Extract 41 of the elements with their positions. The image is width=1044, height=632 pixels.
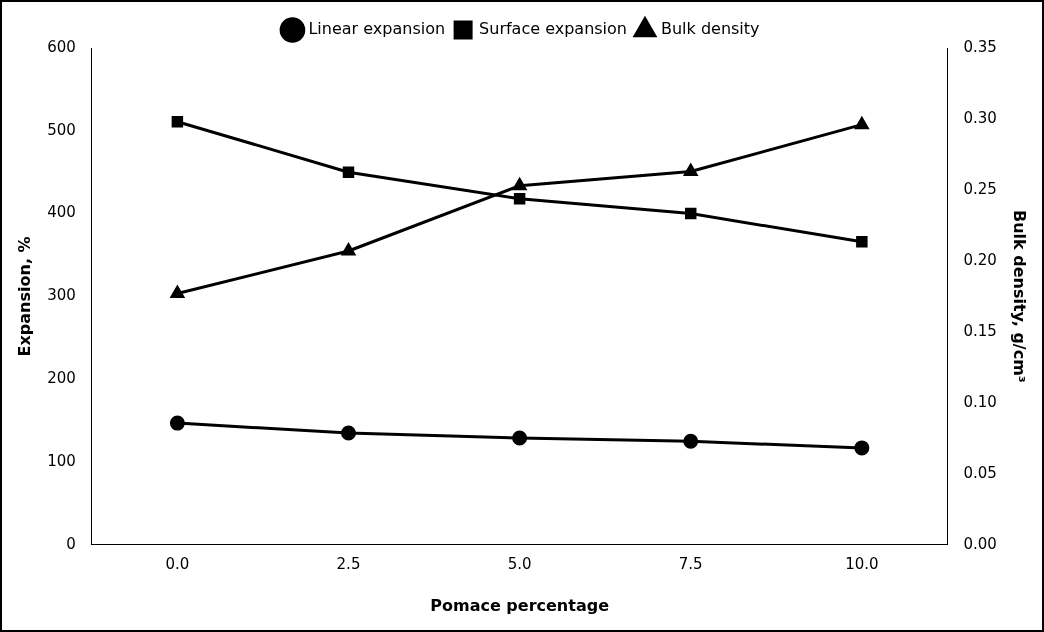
legend-label: Surface expansion: [479, 19, 627, 39]
point: [341, 243, 356, 256]
y2-tick-label: 0.30: [963, 108, 997, 127]
point: [854, 440, 870, 456]
y-tick-label: 600: [47, 37, 76, 56]
y-axis-title: Expansion, %: [14, 236, 34, 357]
y2-tick-label: 0.10: [963, 392, 997, 411]
y-tick-label: 400: [47, 203, 76, 222]
y-tick-label: 0: [66, 534, 76, 553]
y2-tick-label: 0.20: [963, 250, 997, 269]
point: [342, 166, 355, 178]
y-tick-label: 100: [47, 451, 76, 470]
legend-label: Linear expansion: [308, 19, 446, 39]
point: [683, 433, 699, 449]
y2-tick-label: 0.35: [963, 37, 997, 56]
point: [169, 415, 185, 431]
y-tick-label: 300: [47, 286, 76, 305]
y2-tick-label: 0.25: [963, 179, 997, 198]
point: [684, 207, 697, 220]
x-tick-label: 10.0: [845, 554, 879, 573]
point: [856, 236, 868, 248]
x-tick-label: 2.5: [336, 554, 361, 573]
point: [684, 163, 698, 176]
x-tick-label: 5.0: [507, 554, 532, 573]
point: [855, 117, 869, 130]
x-tick-label: 7.5: [678, 554, 703, 573]
point: [512, 430, 528, 446]
point: [171, 115, 184, 128]
x-tick-label: 0.0: [165, 554, 190, 573]
y-tick-label: 200: [47, 369, 76, 388]
x-axis-title: Pomace percentage: [430, 595, 610, 615]
y2-tick-label: 0.15: [963, 321, 997, 340]
y2-tick-label: 0.05: [963, 463, 997, 482]
y-tick-label: 500: [47, 120, 76, 139]
point: [512, 178, 527, 191]
y2-tick-label: 0.00: [963, 534, 997, 553]
point: [170, 286, 185, 299]
legend-label: Bulk density: [660, 19, 760, 39]
point: [513, 192, 526, 205]
y2-axis-title: Bulk density, g/cm³: [1010, 209, 1030, 383]
point: [341, 425, 356, 441]
